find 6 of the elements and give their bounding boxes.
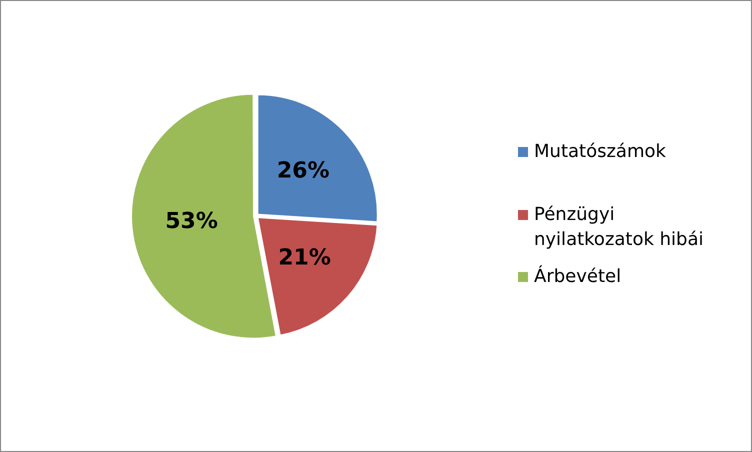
legend-label: Árbevétel bbox=[534, 264, 622, 289]
data-label: 26% bbox=[276, 158, 330, 184]
data-label: 53% bbox=[165, 208, 218, 234]
legend-label: Mutatószámok bbox=[534, 140, 666, 164]
legend-label: Pénzügyi nyilatkozatok hibái bbox=[534, 203, 705, 252]
data-label: 21% bbox=[278, 246, 331, 271]
